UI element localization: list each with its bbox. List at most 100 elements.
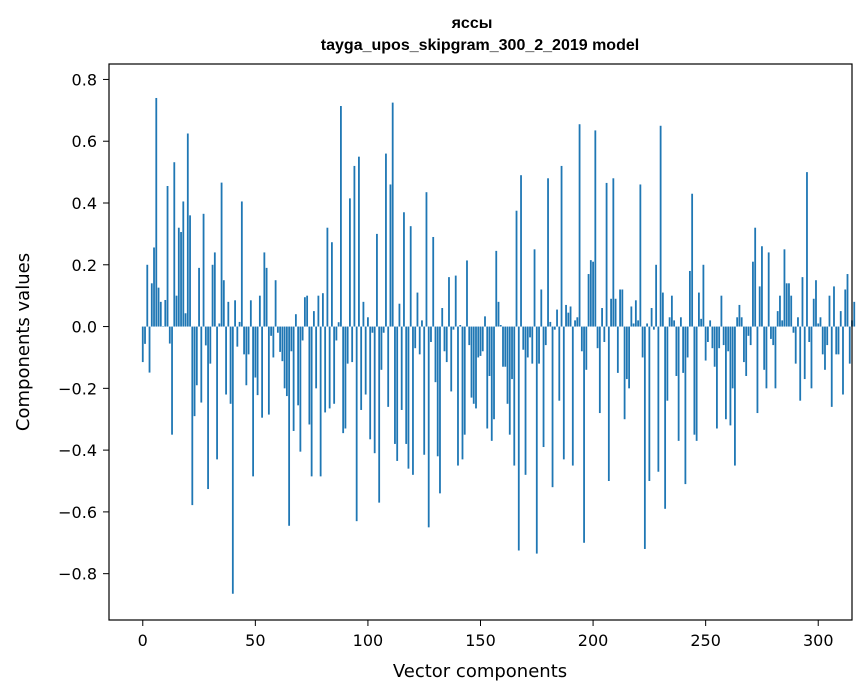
bar [504, 326, 507, 367]
bar [643, 326, 646, 549]
bar [830, 326, 833, 407]
y-tick-label: −0.4 [58, 441, 97, 460]
bar [267, 326, 270, 415]
bar [810, 326, 813, 389]
bar [842, 326, 844, 395]
bar [833, 286, 835, 327]
bar [358, 156, 360, 327]
bar [621, 289, 624, 327]
bar [373, 326, 376, 454]
bar [562, 326, 565, 460]
bar [619, 289, 621, 327]
bar [423, 326, 426, 455]
bar [144, 326, 146, 344]
bar [209, 326, 212, 364]
bar [261, 326, 263, 418]
bar [533, 249, 536, 327]
bar [790, 295, 793, 327]
bar [797, 317, 799, 327]
bar [502, 326, 504, 367]
bar [670, 295, 673, 327]
bar [328, 326, 331, 409]
bar [222, 280, 225, 327]
bar [186, 133, 189, 327]
bar [556, 309, 558, 327]
bar [218, 323, 221, 327]
bar [301, 326, 304, 341]
bar [761, 246, 763, 327]
bar [466, 260, 468, 327]
bar [294, 314, 297, 327]
bar [490, 326, 493, 441]
bar [515, 210, 518, 327]
bar [407, 326, 410, 469]
bar [430, 326, 432, 342]
bar [340, 106, 342, 327]
x-tick-label: 150 [465, 631, 496, 650]
bar [369, 326, 372, 440]
bar [409, 226, 412, 327]
bar [655, 264, 658, 327]
bar [538, 326, 540, 364]
bar [164, 299, 167, 327]
bar [607, 326, 610, 481]
bar [610, 298, 612, 327]
bar [844, 289, 847, 327]
bar [355, 326, 358, 522]
chart-subtitle: tayga_upos_skipgram_300_2_2019 model [321, 37, 639, 54]
bar [585, 326, 588, 370]
bar [734, 326, 736, 466]
bar [707, 326, 709, 342]
bar [558, 326, 561, 401]
bar [727, 326, 730, 352]
bar [443, 326, 446, 352]
bar [207, 326, 209, 490]
bar [412, 326, 414, 475]
bar [175, 295, 178, 327]
bar [551, 326, 554, 488]
bar [398, 303, 401, 327]
bar [745, 326, 748, 376]
bar [722, 326, 725, 346]
bar [182, 201, 185, 327]
bar [211, 264, 214, 327]
bar [380, 326, 383, 370]
bar [758, 286, 761, 327]
bar [371, 326, 374, 333]
bar [263, 252, 266, 327]
bar [200, 326, 203, 403]
bar [272, 326, 275, 358]
bar [376, 233, 378, 327]
bar [542, 326, 545, 448]
bar [752, 261, 754, 327]
bar [571, 326, 574, 466]
bar [646, 323, 649, 327]
bar [767, 252, 770, 327]
bar [303, 297, 306, 327]
bar [578, 124, 581, 327]
bar [688, 270, 691, 327]
bar [583, 326, 585, 543]
bar [450, 326, 453, 392]
bar [488, 326, 491, 376]
bar [227, 301, 230, 327]
bar [630, 306, 633, 327]
bar [173, 162, 176, 327]
bar [459, 325, 462, 327]
bar [711, 326, 714, 349]
y-tick-label: 0.6 [72, 132, 97, 151]
bar [416, 292, 419, 327]
bar [524, 326, 527, 475]
bar [297, 326, 300, 406]
bar [700, 318, 703, 327]
bar [484, 316, 486, 327]
bars-group [141, 97, 856, 594]
bar [310, 326, 313, 477]
bar [405, 326, 408, 444]
bar [848, 326, 851, 364]
bar [522, 326, 525, 350]
bar [427, 326, 430, 528]
bar [391, 102, 394, 327]
bar [225, 326, 227, 395]
bar [258, 295, 261, 327]
